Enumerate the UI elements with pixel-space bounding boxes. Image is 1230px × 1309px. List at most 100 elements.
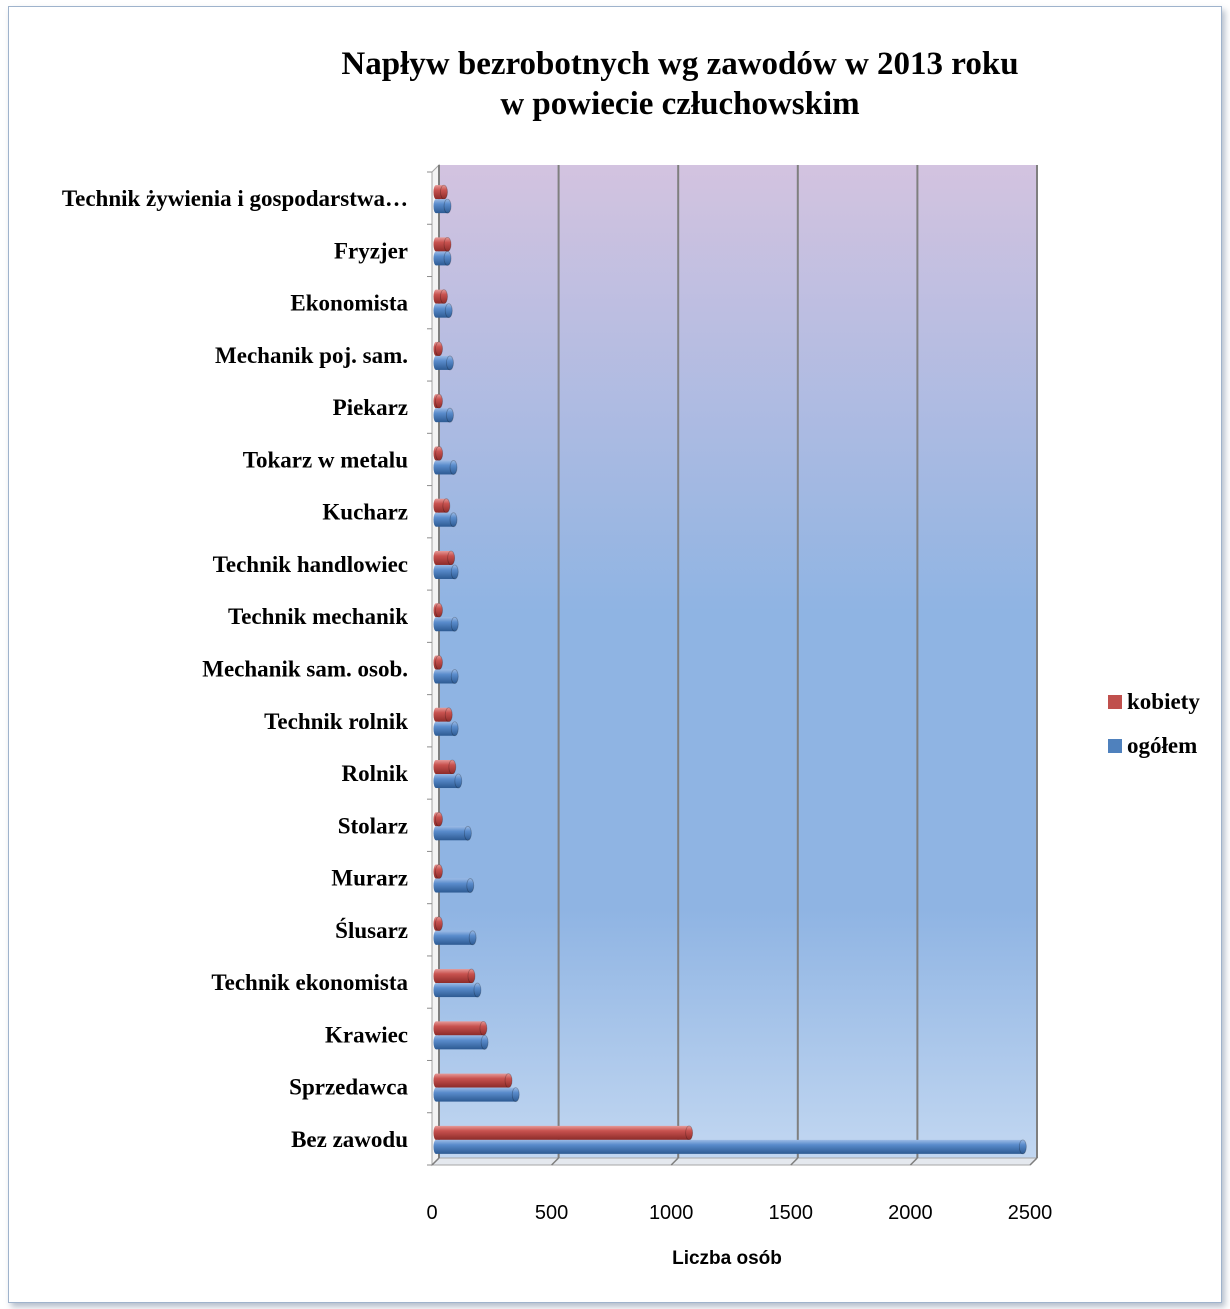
bar-kobiety	[433, 707, 453, 723]
legend-label: ogółem	[1127, 733, 1198, 758]
gridline-floor	[551, 1157, 560, 1166]
bar-base-cap	[433, 969, 439, 984]
bar-end-cap	[435, 655, 443, 670]
bar-kobiety	[433, 184, 448, 200]
bar-end-cap	[435, 446, 444, 461]
x-axis-title: Liczba osób	[672, 1248, 782, 1269]
legend-swatch	[1108, 695, 1122, 709]
category-label: Krawiec	[325, 1022, 408, 1047]
bar-base-cap	[433, 669, 439, 684]
bar-ogolem	[433, 250, 452, 266]
bar-kobiety	[433, 550, 456, 566]
bar-end-cap	[480, 1034, 489, 1050]
bar-base-cap	[433, 408, 439, 423]
bar-ogolem	[433, 303, 453, 319]
x-tick-label: 2500	[1008, 1202, 1053, 1224]
bar-kobiety	[433, 811, 443, 827]
category-label: Murarz	[331, 866, 408, 891]
bar-end-cap	[443, 236, 452, 252]
category-label: Sprzedawca	[289, 1075, 408, 1100]
bar-kobiety	[433, 341, 443, 357]
bar-end-cap	[448, 759, 457, 775]
bar-ogolem	[433, 460, 458, 475]
bar-body	[436, 930, 473, 945]
bar-end-cap	[449, 512, 458, 528]
legend-label: kobiety	[1127, 689, 1200, 714]
bar-end-cap	[449, 460, 458, 475]
bar-end-cap	[443, 250, 452, 266]
bar-base-cap	[433, 1087, 439, 1102]
bar-body	[436, 826, 468, 841]
bar-body	[436, 669, 455, 684]
plot-floor	[430, 1157, 1039, 1166]
category-label: Fryzjer	[334, 238, 408, 263]
bar-base-cap	[433, 185, 439, 200]
bar-end-cap	[443, 198, 452, 214]
bar-end-cap	[450, 616, 459, 632]
bar-body	[436, 498, 447, 513]
bar-end-cap	[467, 968, 476, 984]
bar-ogolem	[433, 669, 459, 684]
x-tick-label: 1500	[769, 1202, 814, 1224]
x-tick-label: 500	[535, 1202, 568, 1224]
category-label: Mechanik poj. sam.	[215, 343, 408, 368]
bar-base-cap	[433, 760, 439, 775]
bar-kobiety	[433, 393, 443, 409]
bar-end-cap	[435, 602, 443, 618]
x-tick-label: 0	[426, 1202, 437, 1224]
bar-end-cap	[444, 707, 453, 723]
category-label: Stolarz	[338, 813, 408, 838]
bar-kobiety	[433, 602, 443, 618]
bar-kobiety	[433, 1125, 694, 1141]
bar-base-cap	[433, 1035, 439, 1050]
bar-body	[436, 1073, 509, 1088]
category-label: Ślusarz	[335, 917, 408, 943]
category-label: Technik rolnik	[264, 709, 408, 734]
bar-kobiety	[433, 498, 451, 514]
bar-end-cap	[450, 564, 459, 580]
bar-end-cap	[450, 721, 459, 737]
bar-ogolem	[433, 721, 459, 737]
bar-kobiety	[433, 289, 448, 305]
bar-end-cap	[440, 184, 448, 200]
category-label: Technik ekonomista	[211, 970, 408, 995]
bar-ogolem	[433, 773, 463, 789]
bar-end-cap	[435, 864, 443, 879]
gridline-floor	[670, 1157, 679, 1166]
bar-ogolem	[433, 355, 454, 371]
legend-item: kobiety	[1108, 680, 1228, 724]
bar-ogolem	[433, 198, 452, 214]
category-label: Ekonomista	[290, 291, 408, 316]
bar-ogolem	[433, 1034, 489, 1050]
bar-end-cap	[511, 1087, 520, 1103]
bar-end-cap	[435, 916, 443, 932]
bar-ogolem	[433, 982, 482, 998]
bar-end-cap	[468, 930, 477, 946]
bar-ogolem	[433, 1087, 520, 1103]
bar-ogolem	[433, 512, 458, 528]
bar-base-cap	[433, 303, 439, 318]
bar-base-cap	[433, 774, 439, 789]
bar-ogolem	[433, 564, 459, 580]
bar-body	[436, 1125, 690, 1140]
legend-item: ogółem	[1108, 724, 1228, 768]
bar-body	[436, 289, 444, 304]
chart-title-line-1: Napływ bezrobotnych wg zawodów w 2013 ro…	[341, 46, 1019, 82]
category-label: Tokarz w metalu	[243, 447, 408, 472]
bar-end-cap	[442, 498, 451, 514]
bar-base-cap	[433, 289, 439, 304]
bar-end-cap	[450, 669, 459, 684]
bar-end-cap	[504, 1073, 513, 1089]
bar-base-cap	[433, 617, 439, 632]
bar-base-cap	[433, 237, 439, 252]
bar-base-cap	[433, 355, 439, 370]
bar-base-cap	[433, 251, 439, 266]
bar-body	[436, 1139, 1023, 1154]
bar-kobiety	[433, 1020, 488, 1036]
bar-ogolem	[433, 407, 454, 423]
bar-base-cap	[433, 199, 439, 214]
gridline-floor	[790, 1157, 799, 1166]
category-label: Technik mechanik	[228, 604, 408, 629]
bar-body	[436, 303, 449, 318]
bar-base-cap	[433, 550, 439, 565]
